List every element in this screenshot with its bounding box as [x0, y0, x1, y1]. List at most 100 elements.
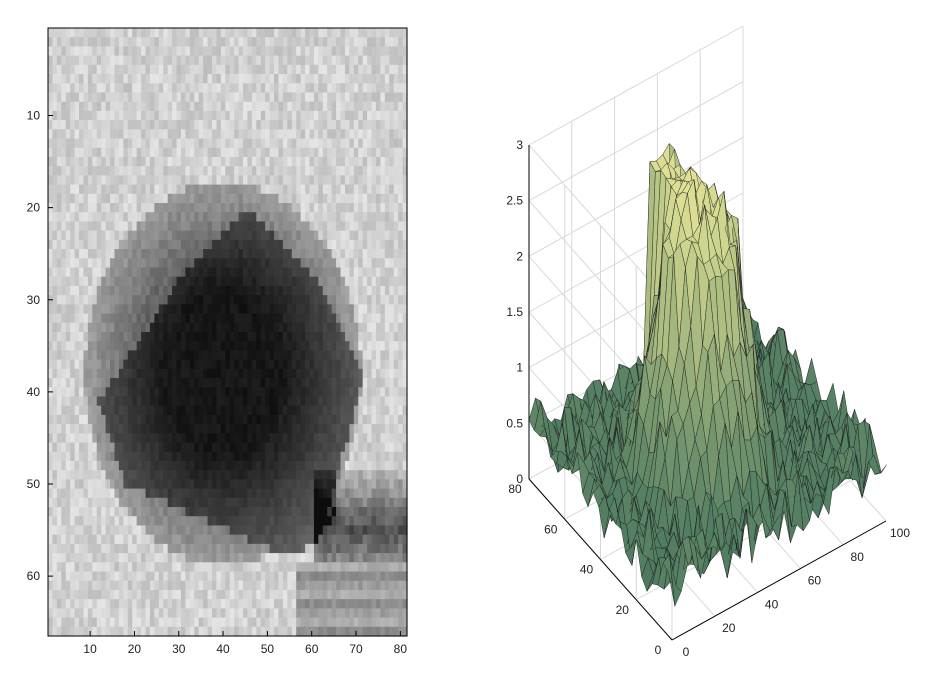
heatmap-cell [65, 46, 71, 57]
heatmap-cell [48, 230, 54, 241]
heatmap-cell [101, 83, 107, 94]
heatmap-cell [96, 460, 102, 471]
heatmap-cell [282, 193, 288, 204]
heatmap-cell [110, 534, 116, 545]
heatmap-cell [371, 332, 377, 342]
heatmap-cell [340, 258, 346, 269]
heatmap-cell [163, 64, 169, 75]
heatmap-cell [229, 203, 235, 213]
heatmap-cell [189, 378, 195, 388]
heatmap-cell [225, 341, 231, 352]
heatmap-cell [380, 322, 386, 333]
heatmap-cell [256, 341, 262, 352]
heatmap-cell [158, 249, 164, 259]
heatmap-cell [331, 212, 337, 223]
heatmap-cell [180, 101, 186, 112]
heatmap-cell [48, 120, 54, 130]
heatmap-cell [287, 295, 293, 305]
heatmap-cell [189, 101, 195, 112]
heatmap-cell [300, 571, 306, 582]
heatmap-cell [158, 516, 164, 527]
heatmap-cell [158, 92, 164, 103]
heatmap-cell [101, 295, 107, 305]
heatmap-cell [198, 571, 204, 582]
heatmap-cell [393, 249, 399, 259]
heatmap-cell [318, 497, 324, 508]
heatmap-cell [393, 28, 399, 38]
heatmap-cell [114, 138, 120, 149]
heatmap-cell [402, 28, 408, 38]
heatmap-cell [229, 460, 235, 471]
heatmap-cell [265, 120, 271, 130]
heatmap-cell [389, 258, 395, 269]
heatmap-cell [136, 571, 142, 582]
heatmap-cell [305, 276, 311, 287]
heatmap-cell [207, 562, 213, 573]
heatmap-cell [211, 580, 218, 591]
heatmap-cell [189, 221, 195, 232]
heatmap-cell [291, 424, 297, 434]
heatmap-cell [260, 543, 266, 554]
heatmap-cell [167, 110, 173, 121]
heatmap-cell [238, 433, 244, 444]
heatmap-cell [278, 175, 284, 186]
heatmap-cell [163, 562, 169, 573]
heatmap-cell [331, 101, 337, 112]
heatmap-cell [282, 46, 288, 57]
heatmap-cell [300, 184, 306, 195]
heatmap-cell [225, 534, 231, 545]
heatmap-cell [136, 230, 142, 241]
heatmap-cell [234, 350, 240, 361]
heatmap-cell [371, 368, 377, 379]
heatmap-cell [238, 166, 244, 176]
heatmap-cell [336, 414, 342, 425]
heatmap-cell [105, 101, 111, 112]
heatmap-cell [79, 359, 85, 370]
heatmap-cell [194, 147, 200, 158]
heatmap-cell [74, 332, 80, 342]
heatmap-cell [207, 571, 213, 582]
heatmap-cell [216, 470, 222, 480]
heatmap-cell [251, 120, 257, 130]
heatmap-cell [389, 580, 395, 591]
heatmap-cell [282, 553, 288, 563]
heatmap-cell [371, 55, 377, 66]
heatmap-cell [101, 534, 107, 545]
heatmap-cell [349, 258, 355, 269]
heatmap-cell [269, 313, 275, 324]
heatmap-cell [362, 571, 368, 582]
heatmap-cell [198, 120, 204, 130]
heatmap-cell [189, 424, 195, 434]
heatmap-cell [176, 460, 182, 471]
heatmap-cell [74, 387, 80, 398]
heatmap-cell [118, 460, 124, 471]
heatmap-cell [149, 433, 155, 444]
heatmap-cell [278, 46, 284, 57]
heatmap-cell [367, 285, 373, 296]
heatmap-cell [207, 92, 213, 103]
heatmap-cell [380, 387, 386, 398]
heatmap-cell [216, 359, 222, 370]
heatmap-cell [318, 92, 324, 103]
heatmap-cell [398, 129, 404, 140]
heatmap-cell [216, 378, 222, 388]
heatmap-cell [331, 562, 337, 573]
heatmap-cell [220, 110, 226, 121]
heatmap-cell [296, 74, 302, 84]
heatmap-cell [313, 507, 319, 517]
heatmap-cell [331, 470, 337, 480]
heatmap-cell [238, 92, 244, 103]
heatmap-cell [291, 543, 297, 554]
heatmap-cell [384, 212, 390, 223]
heatmap-cell [74, 249, 80, 259]
heatmap-cell [309, 267, 315, 278]
heatmap-cell [380, 175, 386, 186]
heatmap-cell [154, 166, 160, 176]
heatmap-cell [243, 267, 249, 278]
heatmap-cell [336, 341, 342, 352]
heatmap-cell [291, 304, 297, 315]
heatmap-cell [313, 55, 319, 66]
heatmap-cell [402, 580, 408, 591]
heatmap-cell [149, 553, 155, 563]
heatmap-cell [344, 414, 350, 425]
